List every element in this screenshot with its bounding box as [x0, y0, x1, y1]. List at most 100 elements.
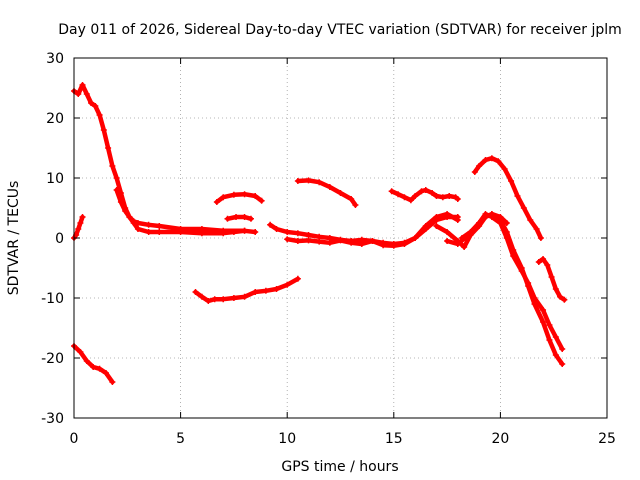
data-point: [401, 241, 408, 247]
data-point: [422, 187, 429, 193]
data-point: [552, 286, 559, 292]
data-point: [241, 227, 248, 234]
data-point: [113, 187, 120, 193]
chart-title: Day 011 of 2026, Sidereal Day-to-day VTE…: [58, 22, 622, 38]
data-point: [388, 188, 395, 195]
data-point: [305, 232, 312, 238]
data-point: [540, 307, 547, 313]
data-point: [401, 194, 408, 201]
data-point: [220, 194, 227, 201]
data-point: [294, 238, 301, 244]
series-trace-4: [71, 343, 116, 385]
data-point: [105, 145, 112, 151]
x-tick-label: 25: [598, 431, 616, 447]
data-point: [439, 194, 446, 201]
data-point: [284, 281, 291, 288]
data-point: [446, 193, 453, 199]
data-point: [337, 237, 344, 244]
y-tick-label: 30: [46, 51, 64, 67]
series-trace-3: [71, 214, 86, 241]
data-point: [92, 103, 99, 109]
data-point: [525, 280, 532, 286]
data-point: [230, 191, 237, 198]
data-point: [230, 229, 237, 235]
data-point: [433, 223, 440, 229]
data-point: [284, 236, 291, 243]
data-point: [177, 229, 184, 235]
series-trace-11: [388, 187, 461, 204]
data-point: [444, 211, 451, 217]
data-point: [508, 178, 515, 184]
series-line: [214, 191, 264, 205]
data-point: [252, 229, 259, 235]
data-point: [316, 179, 323, 186]
data-point: [557, 293, 564, 300]
data-point: [482, 214, 489, 220]
data-point: [552, 352, 559, 358]
data-point: [510, 253, 517, 259]
data-point: [273, 286, 280, 292]
y-tick-label: -20: [41, 351, 64, 367]
data-point: [230, 295, 237, 301]
data-point: [497, 220, 504, 226]
series-trace-10: [284, 211, 461, 249]
data-point: [535, 259, 542, 265]
data-point: [241, 293, 248, 300]
data-point: [552, 334, 559, 340]
data-point: [326, 239, 333, 246]
data-point: [113, 175, 120, 181]
x-axis-label: GPS time / hours: [281, 459, 398, 475]
data-point: [122, 208, 129, 214]
data-point: [390, 242, 397, 249]
data-point: [433, 193, 440, 199]
data-point: [503, 235, 510, 241]
data-point: [75, 226, 82, 232]
series-trace-1: [71, 82, 248, 234]
data-point: [258, 197, 265, 204]
data-point: [130, 220, 137, 226]
x-tick-label: 10: [278, 431, 296, 447]
data-point: [100, 127, 107, 133]
data-point: [273, 226, 280, 232]
data-point: [520, 205, 527, 211]
data-point: [109, 379, 116, 385]
data-point: [241, 191, 248, 198]
series-trace-7: [224, 214, 254, 222]
data-point: [126, 214, 133, 220]
x-tick-label: 15: [385, 431, 403, 447]
data-point: [252, 193, 259, 199]
data-point: [461, 244, 468, 250]
series-trace-6: [213, 191, 265, 205]
data-point: [79, 82, 86, 88]
data-point: [96, 112, 103, 118]
data-point: [252, 289, 259, 295]
data-point: [156, 229, 163, 235]
data-point: [284, 229, 291, 235]
data-point: [540, 256, 547, 262]
data-point: [433, 214, 440, 220]
data-point: [88, 100, 95, 106]
data-point: [134, 226, 141, 232]
data-point: [501, 166, 508, 172]
data-point: [316, 238, 323, 245]
data-point: [559, 346, 566, 352]
y-tick-label: -10: [41, 291, 64, 307]
data-point: [514, 193, 521, 199]
data-point: [198, 230, 205, 237]
data-point: [156, 223, 163, 229]
data-point: [444, 229, 451, 235]
data-point: [533, 226, 540, 232]
x-tick-label: 0: [70, 431, 79, 447]
series-trace-8: [294, 177, 359, 208]
data-point: [531, 295, 538, 301]
data-point: [109, 163, 116, 169]
data-point: [305, 177, 312, 184]
series-line: [295, 178, 358, 208]
data-point: [294, 178, 301, 184]
data-traces: [71, 82, 568, 385]
data-point: [476, 163, 483, 169]
data-point: [220, 296, 227, 303]
data-point: [395, 191, 402, 198]
data-point: [337, 190, 344, 196]
data-point: [380, 242, 387, 249]
